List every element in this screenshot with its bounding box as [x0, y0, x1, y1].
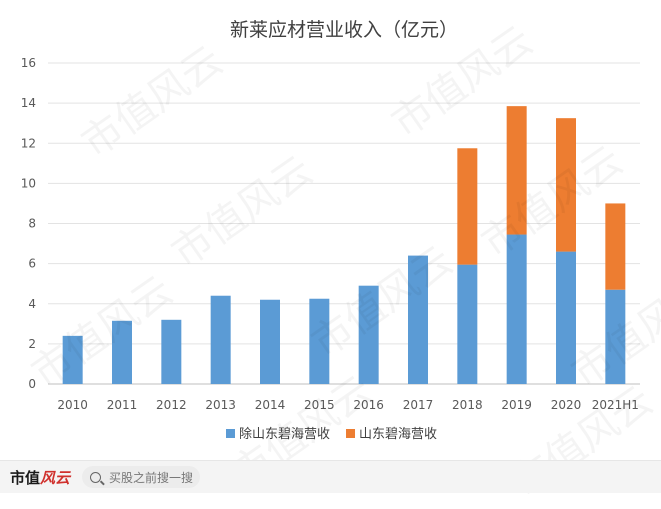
search-icon — [90, 471, 102, 483]
x-tick-label-2014: 2014 — [255, 398, 286, 412]
bar-base-2012 — [161, 319, 182, 384]
x-tick-label-2013: 2013 — [205, 398, 236, 412]
chart-title: 新莱应材营业收入（亿元） — [230, 19, 458, 41]
y-tick-label-12: 12 — [21, 136, 36, 150]
bar-base-2016 — [358, 285, 379, 384]
bar-shandong-2019 — [506, 106, 527, 235]
bar-base-2011 — [112, 320, 132, 384]
y-tick-label-0: 0 — [28, 377, 36, 391]
y-tick-label-8: 8 — [28, 217, 36, 231]
chart-frame: 新莱应材营业收入（亿元） 0 2 4 6 8 10 12 14 16 2010 2011 2012 201… — [20, 17, 661, 508]
footer-bar: 市值风云 买股之前搜一搜 — [0, 460, 661, 493]
legend-swatch-0 — [226, 429, 235, 438]
x-tick-label-2020: 2020 — [551, 398, 582, 412]
bar-base-2014 — [260, 299, 280, 384]
bar-base-2017 — [408, 255, 428, 384]
y-tick-label-2: 2 — [28, 337, 36, 351]
brand-accent: 风云 — [40, 468, 71, 487]
y-tick-label-4: 4 — [28, 297, 36, 311]
brand-name: 市值 — [10, 468, 41, 487]
search-placeholder: 买股之前搜一搜 — [109, 470, 194, 485]
legend-swatch-1 — [346, 429, 356, 438]
legend-label-1: 山东碧海营收 — [359, 427, 437, 442]
bar-base-2018 — [457, 264, 478, 384]
y-tick-label-14: 14 — [21, 96, 36, 110]
x-tick-label-2011: 2011 — [107, 398, 138, 412]
y-tick-label-10: 10 — [21, 176, 36, 190]
x-tick-label-2010: 2010 — [57, 398, 88, 412]
x-tick-label-2016: 2016 — [353, 398, 384, 412]
bar-shandong-2020 — [556, 118, 576, 252]
x-tick-label-2019: 2019 — [501, 398, 532, 412]
x-tick-label-2017: 2017 — [403, 398, 434, 412]
y-tick-label-16: 16 — [21, 56, 36, 70]
bar-shandong-2021H1 — [605, 203, 626, 290]
bar-base-2010 — [62, 335, 83, 384]
bar-base-2021H1 — [605, 289, 626, 384]
revenue-chart: 新莱应材营业收入（亿元） 0 2 4 6 8 10 12 14 16 2010 2011 2012 201… — [21, 19, 640, 442]
x-tick-label-2021H1: 2021H1 — [592, 398, 639, 412]
y-tick-label-6: 6 — [28, 257, 36, 271]
x-tick-label-2015: 2015 — [304, 398, 335, 412]
brand-logo[interactable]: 市值风云 — [10, 467, 70, 488]
bar-base-2015 — [309, 298, 330, 384]
bar-base-2013 — [210, 295, 231, 384]
bar-base-2020 — [556, 251, 576, 384]
x-tick-label-2018: 2018 — [452, 398, 483, 412]
x-tick-label-2012: 2012 — [156, 398, 187, 412]
bar-base-2019 — [506, 234, 527, 384]
search-box[interactable]: 买股之前搜一搜 — [82, 466, 201, 488]
bar-shandong-2018 — [457, 148, 478, 265]
legend-label-0: 除山东碧海营收 — [239, 427, 330, 442]
